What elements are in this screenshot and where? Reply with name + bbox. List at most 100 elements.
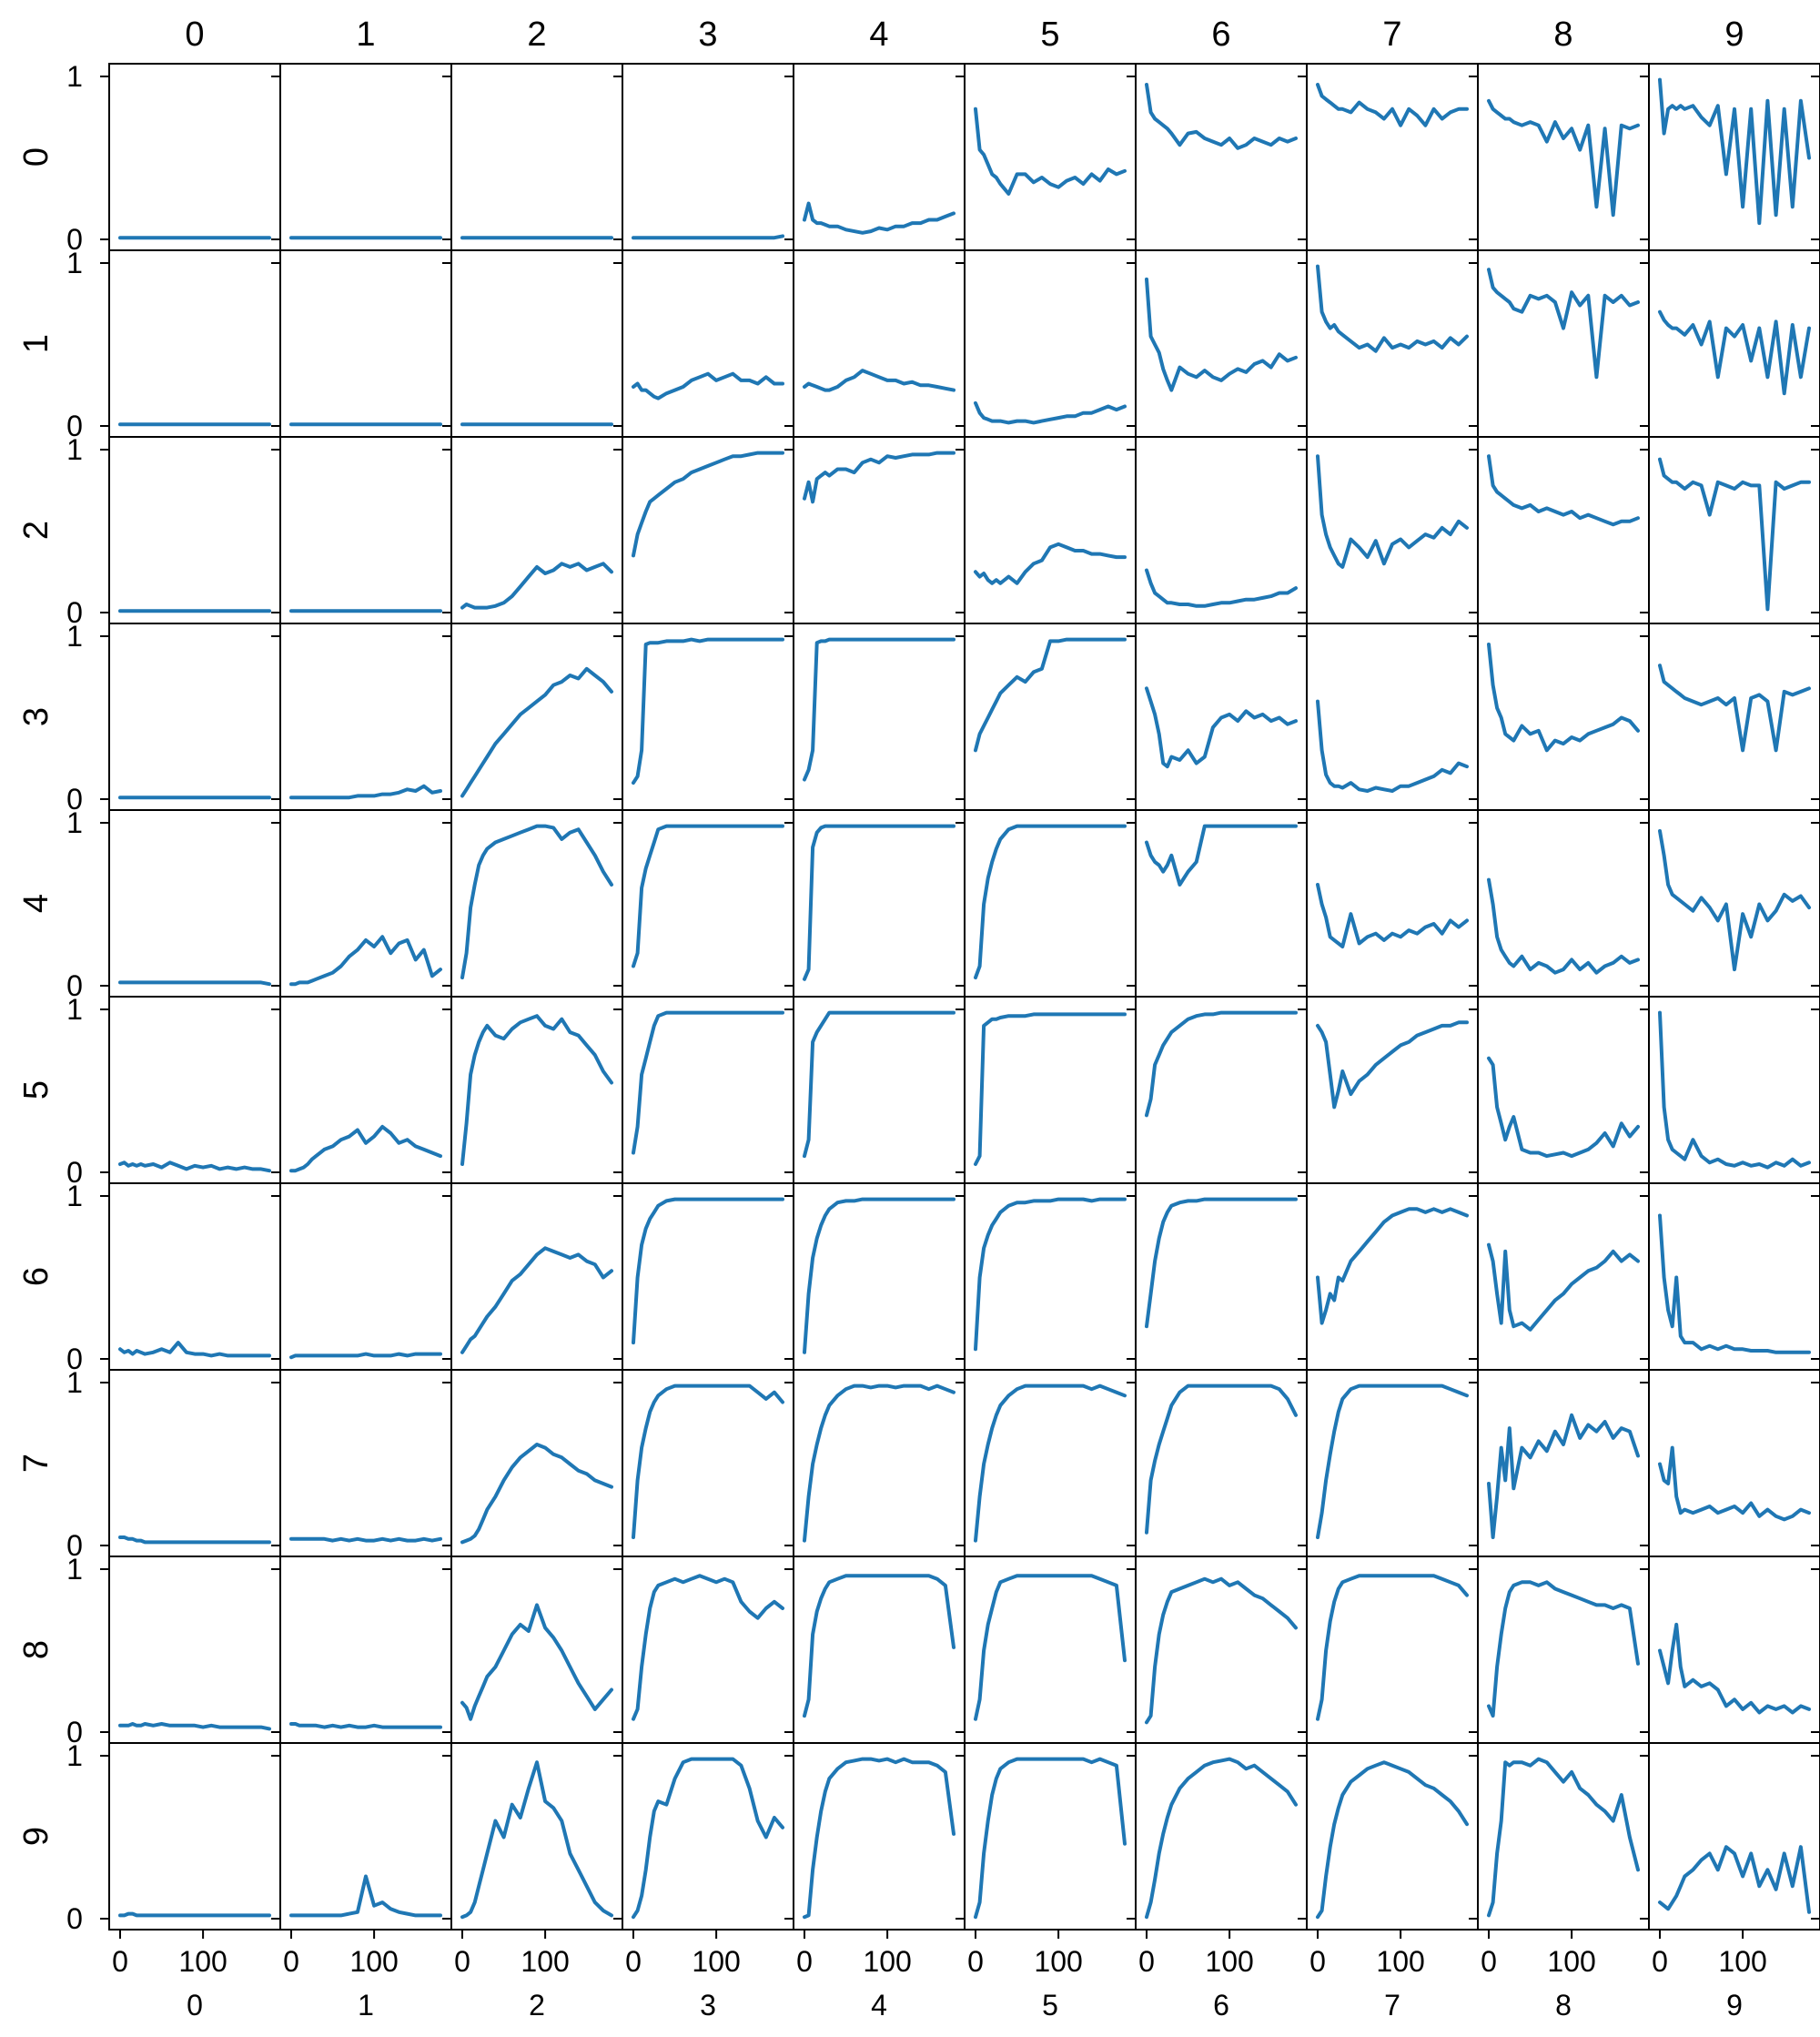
panel-frame	[108, 809, 281, 998]
row-header: 8	[17, 1640, 56, 1659]
series-line	[803, 824, 956, 981]
column-header: 6	[1211, 15, 1230, 54]
row-header: 1	[17, 334, 56, 353]
series-line	[1658, 829, 1811, 972]
panel-frame	[108, 63, 281, 251]
panel-frame	[964, 63, 1137, 251]
panel-frame	[108, 1742, 281, 1931]
series-line	[460, 666, 613, 798]
panel-frame	[1306, 63, 1479, 251]
series-line	[1316, 1760, 1469, 1920]
series-line	[1316, 1574, 1469, 1721]
series-line	[1658, 1845, 1811, 1914]
series-line	[803, 637, 956, 782]
series-line	[118, 1341, 271, 1358]
panel-frame	[1306, 623, 1479, 811]
series-line	[974, 1757, 1127, 1920]
panel-frame	[1306, 249, 1479, 438]
series-line	[974, 542, 1127, 585]
panel-frame	[450, 63, 623, 251]
series-line	[118, 1160, 271, 1173]
panel-frame	[108, 1182, 281, 1371]
row-header: 6	[17, 1267, 56, 1286]
column-header: 3	[698, 15, 717, 54]
panel-frame	[622, 63, 794, 251]
panel-frame	[279, 1182, 452, 1371]
series-line	[460, 1760, 613, 1920]
row-header: 9	[17, 1827, 56, 1846]
series-line	[1487, 1580, 1640, 1718]
series-line	[289, 1722, 442, 1729]
x-tick-label: 100	[349, 1945, 398, 1978]
series-line	[1145, 686, 1298, 769]
series-line	[1145, 1757, 1298, 1920]
panel-frame	[1135, 996, 1308, 1184]
panel-frame	[108, 996, 281, 1184]
panel-frame	[1135, 249, 1308, 438]
panel-frame	[450, 996, 623, 1184]
series-line	[460, 1014, 613, 1166]
x-tick-label: 100	[1376, 1945, 1424, 1978]
series-line	[1316, 883, 1469, 948]
series-line	[1316, 1020, 1469, 1110]
series-line	[974, 400, 1127, 425]
panel-frame	[1648, 63, 1820, 251]
panel-frame	[450, 1369, 623, 1557]
series-line	[1316, 1207, 1469, 1325]
series-line	[1487, 877, 1640, 975]
panel-frame	[108, 1369, 281, 1557]
panel-frame	[1135, 63, 1308, 251]
panel-frame	[1648, 436, 1820, 624]
panel-frame	[450, 249, 623, 438]
y-tick-label: 0	[66, 410, 83, 442]
bottom-column-label: 4	[871, 1989, 887, 2022]
series-line	[1487, 268, 1640, 380]
series-line	[1487, 1413, 1640, 1539]
series-line	[803, 1197, 956, 1354]
x-tick-label: 0	[1138, 1945, 1155, 1978]
panel-frame	[279, 809, 452, 998]
panel-frame	[1306, 809, 1479, 998]
panel-frame	[793, 1182, 966, 1371]
panel-frame	[793, 809, 966, 998]
series-line	[1145, 277, 1298, 392]
series-line	[1145, 824, 1298, 887]
x-tick-label: 100	[1547, 1945, 1595, 1978]
series-line	[803, 1757, 956, 1920]
bottom-column-label: 1	[358, 1989, 374, 2022]
y-tick-label: 1	[66, 60, 83, 93]
series-line	[803, 1383, 956, 1543]
series-line	[803, 1010, 956, 1159]
series-line	[1658, 1622, 1811, 1715]
panel-frame	[1477, 1556, 1650, 1744]
series-line	[632, 371, 784, 400]
row-header: 5	[17, 1080, 56, 1100]
y-tick-label: 1	[66, 993, 83, 1026]
y-tick-label: 1	[66, 620, 83, 653]
row-header: 3	[17, 707, 56, 726]
panel-frame	[1477, 996, 1650, 1184]
y-tick-label: 0	[66, 1716, 83, 1748]
panel-frame	[450, 809, 623, 998]
panel-frame	[1648, 1182, 1820, 1371]
y-tick-label: 0	[66, 1343, 83, 1375]
series-line	[1658, 1213, 1811, 1354]
panel-frame	[108, 436, 281, 624]
y-tick-label: 0	[66, 1156, 83, 1189]
series-line	[1316, 264, 1469, 353]
series-line	[632, 824, 784, 968]
x-tick-label: 100	[1034, 1945, 1082, 1978]
panel-frame	[108, 623, 281, 811]
y-tick-label: 0	[66, 1529, 83, 1562]
x-tick-label: 100	[863, 1945, 911, 1978]
panel-frame	[279, 63, 452, 251]
panel-frame	[450, 1182, 623, 1371]
column-header: 1	[356, 15, 375, 54]
y-tick-label: 1	[66, 1180, 83, 1212]
series-line	[632, 1197, 784, 1345]
panel-frame	[964, 436, 1137, 624]
panel-frame	[1477, 63, 1650, 251]
y-tick-label: 0	[66, 1902, 83, 1935]
bottom-column-label: 7	[1384, 1989, 1400, 2022]
